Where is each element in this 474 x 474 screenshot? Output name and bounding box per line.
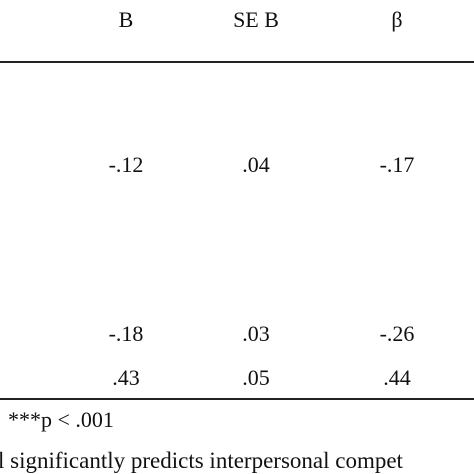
table-cell: -.12 (108, 152, 144, 177)
table-cell: .04 (242, 152, 270, 177)
table-cell: -.18 (108, 321, 144, 346)
note: l significantly predicts interpersonal c… (0, 448, 403, 473)
column-header: B (118, 7, 134, 32)
table-cell: .03 (242, 321, 270, 346)
table-cell: .05 (242, 365, 270, 390)
header-rule (0, 61, 474, 63)
column-header: β (391, 7, 403, 32)
column-header: SE B (233, 7, 279, 32)
table-cell: -.17 (379, 152, 415, 177)
note: ***p < .001 (8, 407, 114, 432)
bottom-rule (0, 398, 474, 400)
table-cell: .43 (112, 365, 140, 390)
table-cell: .44 (383, 365, 411, 390)
table-cell: -.26 (379, 321, 415, 346)
